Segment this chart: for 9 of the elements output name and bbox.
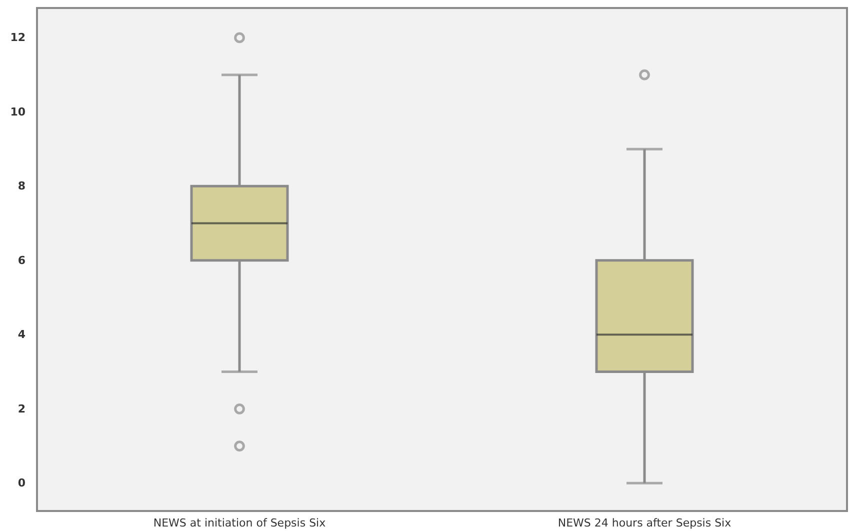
- y-tick-label: 4: [18, 328, 26, 342]
- y-tick-label: 2: [18, 402, 26, 416]
- y-tick-label: 12: [10, 31, 26, 44]
- y-tick-label: 6: [18, 254, 26, 267]
- x-tick-label: NEWS at initiation of Sepsis Six: [153, 516, 326, 530]
- y-tick-label: 10: [10, 105, 26, 118]
- y-tick-label: 0: [18, 476, 26, 490]
- x-tick-label: NEWS 24 hours after Sepsis Six: [558, 516, 732, 530]
- y-tick-label: 8: [18, 180, 26, 193]
